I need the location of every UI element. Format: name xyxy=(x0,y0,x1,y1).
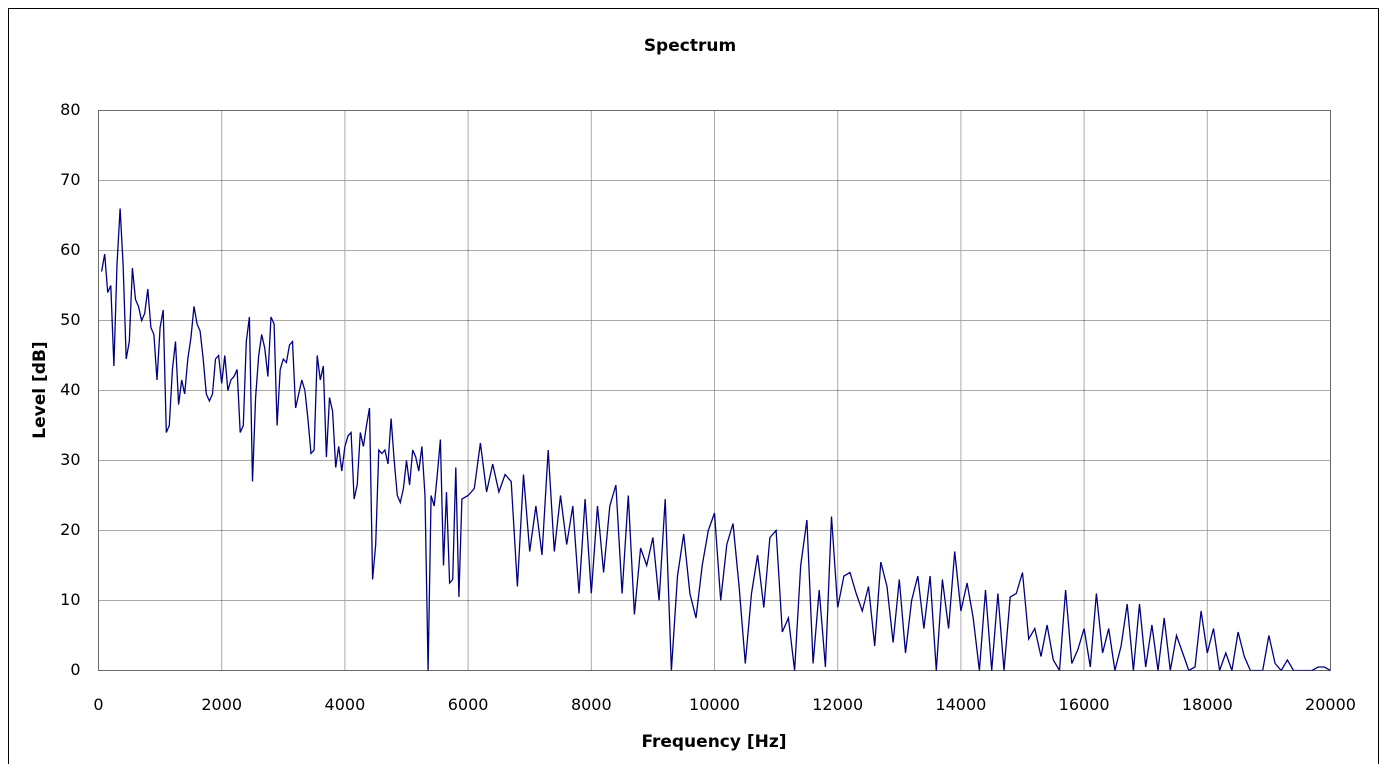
x-tick-label: 12000 xyxy=(812,695,863,714)
y-axis-label: Level [dB] xyxy=(30,341,50,438)
x-tick-label: 14000 xyxy=(935,695,986,714)
x-tick-label: 4000 xyxy=(325,695,366,714)
y-tick-label: 50 xyxy=(60,310,80,329)
y-tick-label: 40 xyxy=(60,380,80,399)
x-tick-label: 0 xyxy=(93,695,103,714)
y-tick-label: 70 xyxy=(60,170,80,189)
y-tick-label: 30 xyxy=(60,450,80,469)
data-line xyxy=(100,208,1331,671)
x-tick-label: 18000 xyxy=(1182,695,1233,714)
y-tick-label: 60 xyxy=(60,240,80,259)
y-tick-label: 20 xyxy=(60,520,80,539)
y-tick-label: 10 xyxy=(60,590,80,609)
x-tick-label: 20000 xyxy=(1305,695,1356,714)
y-tick-label: 0 xyxy=(70,660,80,679)
y-tick-label: 80 xyxy=(60,100,80,119)
chart-title: Spectrum xyxy=(644,36,736,56)
x-tick-label: 8000 xyxy=(571,695,612,714)
x-tick-label: 16000 xyxy=(1059,695,1110,714)
x-tick-label: 6000 xyxy=(448,695,489,714)
x-axis-label: Frequency [Hz] xyxy=(641,732,786,752)
x-tick-label: 10000 xyxy=(689,695,740,714)
x-tick-label: 2000 xyxy=(201,695,242,714)
